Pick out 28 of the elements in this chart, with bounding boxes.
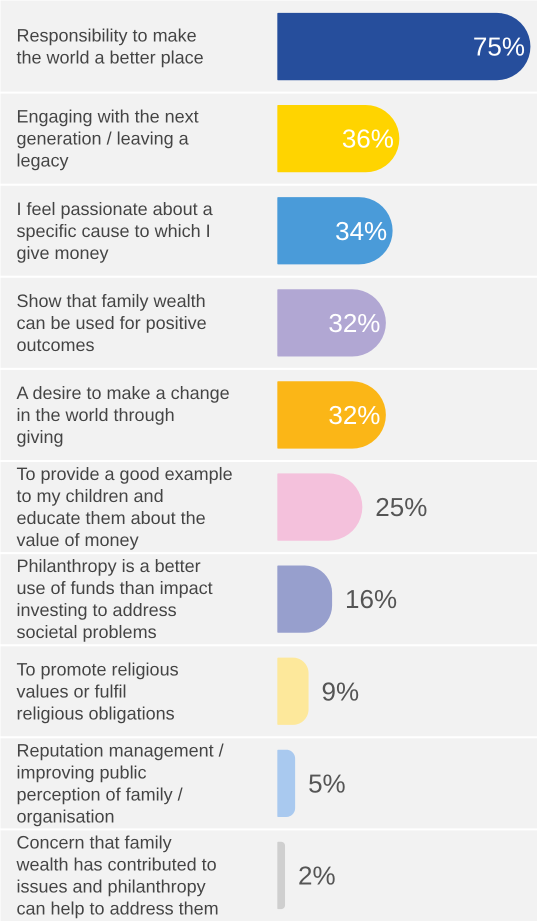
y-tick-label: Concern that family wealth has contributed to issues and philanthropy can help to address them xyxy=(16,832,219,918)
bar xyxy=(277,658,309,725)
bar xyxy=(277,289,386,357)
data-label: 32% xyxy=(328,308,380,338)
bar xyxy=(277,842,286,910)
bar xyxy=(277,12,530,80)
bar xyxy=(277,104,400,172)
y-tick-label: Responsibility to make the world a better place xyxy=(16,26,204,68)
bar xyxy=(277,750,296,818)
data-label: 34% xyxy=(335,216,388,246)
y-tick-label: To provide a good example to my children and educate them about the value of money xyxy=(16,464,233,550)
bar xyxy=(277,197,393,264)
data-label: 2% xyxy=(298,860,336,890)
y-tick-label: Engaging with the next generation / leaving a legacy xyxy=(16,106,199,171)
data-label: 25% xyxy=(375,492,428,522)
data-label: 5% xyxy=(308,768,346,798)
y-tick-label: A desire to make a change in the world through giving xyxy=(16,382,230,447)
y-tick-label: Reputation management / improving public perception of family / organisation xyxy=(16,740,224,826)
data-label: 9% xyxy=(322,676,360,706)
data-label: 32% xyxy=(328,400,380,430)
data-label: 75% xyxy=(472,32,525,62)
y-tick-label: To promote religious values or fulfil religious obligations xyxy=(16,659,179,724)
bar xyxy=(277,381,386,449)
data-label: 16% xyxy=(345,584,398,614)
y-tick-label: Philanthropy is a better use of funds than impact investing to address societal problems xyxy=(16,556,213,642)
data-label: 36% xyxy=(342,124,394,154)
y-tick-label: I feel passionate about a specific cause to which I give money xyxy=(16,198,214,263)
y-tick-label: Show that family wealth can be used for positive outcomes xyxy=(16,290,207,355)
